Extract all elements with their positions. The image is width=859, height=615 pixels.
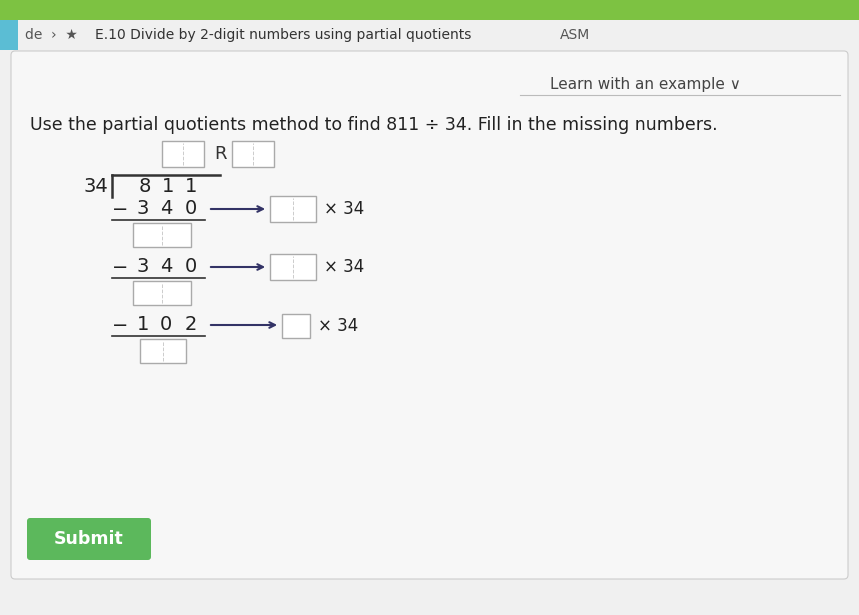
Text: ASM: ASM xyxy=(560,28,590,42)
Text: 0: 0 xyxy=(185,199,197,218)
Text: Use the partial quotients method to find 811 ÷ 34. Fill in the missing numbers.: Use the partial quotients method to find… xyxy=(30,116,717,134)
Text: −: − xyxy=(112,199,128,218)
Text: 1: 1 xyxy=(137,315,149,335)
FancyBboxPatch shape xyxy=(11,51,848,579)
Bar xyxy=(282,314,310,338)
Bar xyxy=(270,254,316,280)
Text: 3: 3 xyxy=(137,199,149,218)
Bar xyxy=(0,0,859,20)
Bar xyxy=(0,20,859,50)
Text: R: R xyxy=(214,145,226,163)
Text: × 34: × 34 xyxy=(324,258,364,276)
Text: Submit: Submit xyxy=(54,530,124,548)
Text: 0: 0 xyxy=(185,258,197,277)
Text: Learn with an example ∨: Learn with an example ∨ xyxy=(550,77,740,92)
Text: 1: 1 xyxy=(185,178,198,197)
Bar xyxy=(133,281,191,305)
Text: −: − xyxy=(112,258,128,277)
Text: 2: 2 xyxy=(185,315,198,335)
Bar xyxy=(232,141,274,167)
Text: 0: 0 xyxy=(160,315,172,335)
Text: 3: 3 xyxy=(137,258,149,277)
Bar xyxy=(0,20,18,50)
FancyBboxPatch shape xyxy=(27,518,151,560)
Text: 1: 1 xyxy=(161,178,174,197)
Text: 34: 34 xyxy=(83,178,108,197)
Bar xyxy=(140,339,186,363)
Bar xyxy=(270,196,316,222)
Text: −: − xyxy=(112,315,128,335)
Text: de  ›  ★: de › ★ xyxy=(25,28,78,42)
Text: 8: 8 xyxy=(139,178,151,197)
Text: × 34: × 34 xyxy=(324,200,364,218)
Bar xyxy=(133,223,191,247)
Text: E.10 Divide by 2-digit numbers using partial quotients: E.10 Divide by 2-digit numbers using par… xyxy=(95,28,472,42)
Text: 4: 4 xyxy=(160,199,172,218)
Bar xyxy=(162,141,204,167)
Text: × 34: × 34 xyxy=(318,317,358,335)
Text: 4: 4 xyxy=(160,258,172,277)
